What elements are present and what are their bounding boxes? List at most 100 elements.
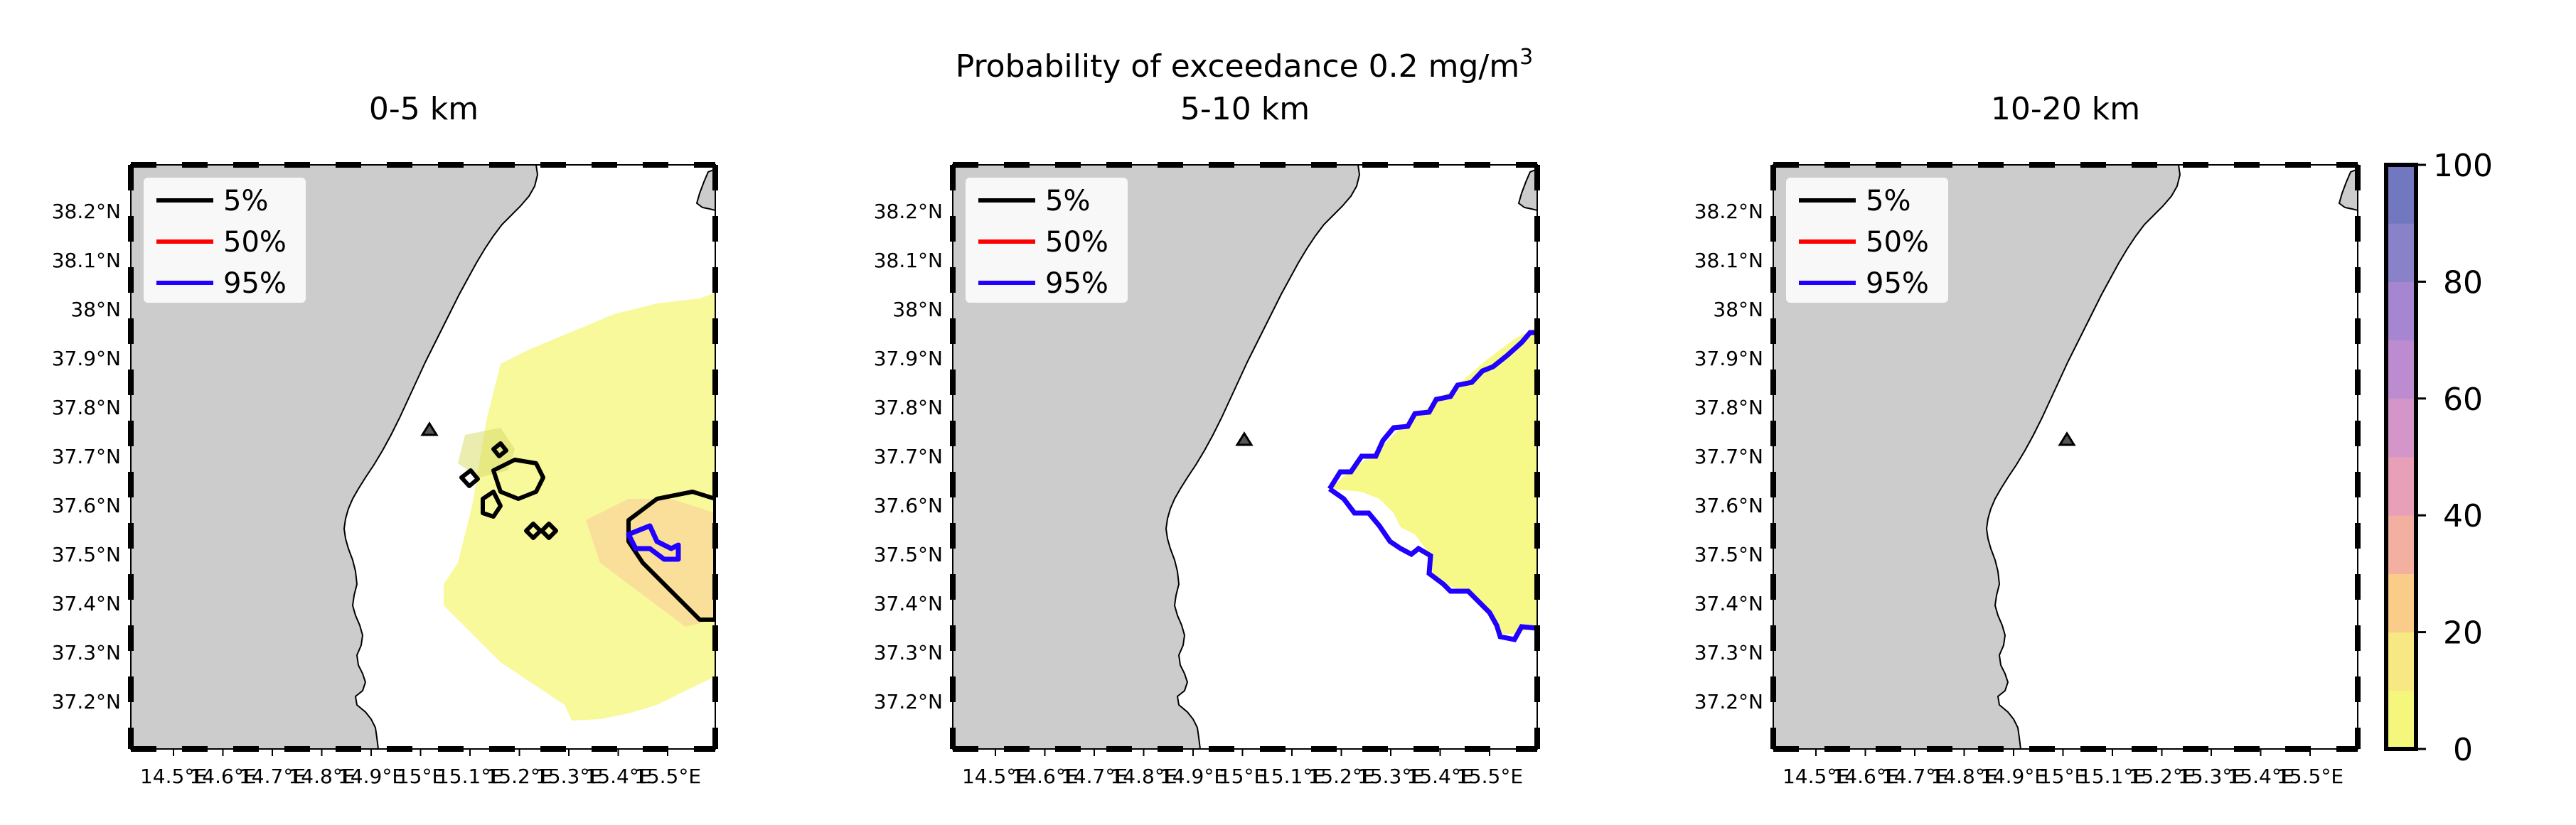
lat-tick-label: 38.2°N xyxy=(874,200,943,223)
colorbar-segment xyxy=(2386,515,2416,574)
lat-tick-label: 38°N xyxy=(892,298,943,321)
lat-tick-label: 37.2°N xyxy=(52,690,121,713)
colorbar-segment xyxy=(2386,632,2416,691)
colorbar-segment xyxy=(2386,398,2416,458)
lat-tick-label: 37.5°N xyxy=(874,543,943,566)
panel-title-2: 5-10 km xyxy=(1180,91,1310,127)
colorbar-segment xyxy=(2386,340,2416,399)
lon-tick-label: 14.8°E xyxy=(1930,765,1997,788)
lat-tick-label: 37.2°N xyxy=(1694,690,1763,713)
volcano-marker xyxy=(2058,431,2076,446)
lon-tick-label: 14.7°E xyxy=(239,765,306,788)
lat-tick-label: 37.3°N xyxy=(1694,641,1763,664)
contour-5pct xyxy=(459,441,715,622)
lat-tick-label: 37.5°N xyxy=(52,543,121,566)
lat-tick-label: 37.7°N xyxy=(52,445,121,468)
map-panel-0-5km: 5% 50% 95% xyxy=(128,162,718,752)
legend-label-95pct: 95% xyxy=(223,267,287,300)
lon-tick-label: 15°E xyxy=(1219,765,1266,788)
legend-label-50pct: 50% xyxy=(1866,226,1929,259)
lat-tick-label: 37.4°N xyxy=(874,592,943,615)
lon-tick-label: 14.9°E xyxy=(1160,765,1226,788)
lat-tick-label: 37.6°N xyxy=(52,494,121,517)
lat-tick-label: 38.2°N xyxy=(52,200,121,223)
lat-tick-label: 37.2°N xyxy=(874,690,943,713)
lon-tick-label: 15.5°E xyxy=(1456,765,1523,788)
panel-title-3: 10-20 km xyxy=(1991,91,2140,127)
colorbar: 100 80 60 40 20 0 xyxy=(2384,148,2493,768)
contour-95pct xyxy=(1327,330,1537,642)
lon-tick-label: 14.5°E xyxy=(140,765,207,788)
colorbar-segment xyxy=(2386,457,2416,516)
lat-tick-label: 37.6°N xyxy=(874,494,943,517)
legend-label-50pct: 50% xyxy=(1045,226,1108,259)
colorbar-segment xyxy=(2386,165,2416,224)
figure-title: Probability of exceedance 0.2 mg/m3 xyxy=(956,45,1533,85)
legend: 5% 50% 95% xyxy=(141,175,309,306)
lat-tick-label: 38°N xyxy=(70,298,121,321)
colorbar-segment xyxy=(2386,573,2416,633)
lat-tick-label: 37.9°N xyxy=(52,347,121,370)
legend-label-5pct: 5% xyxy=(1045,185,1090,217)
lat-tick-label: 37.5°N xyxy=(1694,543,1763,566)
legend-label-5pct: 5% xyxy=(1866,185,1910,217)
lon-tick-label: 14.5°E xyxy=(962,765,1029,788)
lon-tick-label: 15.1°E xyxy=(2079,765,2146,788)
lat-tick-label: 37.7°N xyxy=(874,445,943,468)
lat-tick-label: 38.2°N xyxy=(1694,200,1763,223)
lat-tick-label: 37.9°N xyxy=(1694,347,1763,370)
panel-title-1: 0-5 km xyxy=(369,91,479,127)
colorbar-tick-label: 80 xyxy=(2443,264,2483,301)
lat-tick-label: 38.1°N xyxy=(1694,249,1763,272)
lat-tick-label: 38.1°N xyxy=(874,249,943,272)
lon-tick-label: 15°E xyxy=(2039,765,2087,788)
lon-tick-label: 14.8°E xyxy=(1110,765,1177,788)
lon-tick-label: 15.4°E xyxy=(1406,765,1473,788)
lon-tick-label: 15.2°E xyxy=(2128,765,2195,788)
lon-tick-label: 14.5°E xyxy=(1783,765,1849,788)
lon-tick-label: 15°E xyxy=(397,765,444,788)
lat-tick-label: 37.8°N xyxy=(874,396,943,419)
lon-tick-label: 14.8°E xyxy=(288,765,355,788)
figure-title-superscript: 3 xyxy=(1519,45,1533,70)
lon-tick-label: 14.9°E xyxy=(1980,765,2047,788)
lat-tick-label: 37.6°N xyxy=(1694,494,1763,517)
colorbar-tick-label: 60 xyxy=(2443,382,2483,418)
legend-label-95pct: 95% xyxy=(1866,267,1929,300)
tick-labels: 14.5°E14.6°E14.7°E14.8°E14.9°E15°E15.1°E… xyxy=(52,200,2343,788)
colorbar-tick-label: 20 xyxy=(2443,615,2483,652)
legend: 5% 50% 95% xyxy=(963,175,1131,306)
probability-field xyxy=(1330,327,1537,634)
probability-field xyxy=(444,293,715,721)
lon-tick-label: 14.9°E xyxy=(338,765,405,788)
colorbar-tick-label: 100 xyxy=(2433,148,2493,184)
lat-tick-label: 37.9°N xyxy=(874,347,943,370)
lon-tick-label: 15.4°E xyxy=(584,765,651,788)
colorbar-ticks: 100 80 60 40 20 0 xyxy=(2416,148,2493,768)
colorbar-segment xyxy=(2386,690,2416,750)
lat-tick-label: 37.8°N xyxy=(1694,396,1763,419)
legend-label-95pct: 95% xyxy=(1045,267,1108,300)
colorbar-segment xyxy=(2386,223,2416,282)
colorbar-segments xyxy=(2386,165,2416,750)
lon-tick-label: 15.1°E xyxy=(1258,765,1325,788)
map-panel-10-20km: 5% 50% 95% xyxy=(1770,162,2361,752)
lon-tick-label: 15.5°E xyxy=(2277,765,2343,788)
lon-tick-label: 14.7°E xyxy=(1881,765,1948,788)
contour-95pct xyxy=(626,523,681,562)
legend-label-50pct: 50% xyxy=(223,226,287,259)
lon-tick-label: 15.2°E xyxy=(486,765,552,788)
lat-tick-label: 38.1°N xyxy=(52,249,121,272)
lon-tick-label: 14.6°E xyxy=(189,765,256,788)
lat-tick-label: 38°N xyxy=(1713,298,1763,321)
volcano-marker xyxy=(420,421,439,436)
colorbar-tick-label: 40 xyxy=(2443,498,2483,534)
colorbar-tick-label: 0 xyxy=(2453,732,2473,768)
lat-tick-label: 37.4°N xyxy=(1694,592,1763,615)
lat-tick-label: 37.3°N xyxy=(874,641,943,664)
lat-tick-label: 37.4°N xyxy=(52,592,121,615)
lon-tick-label: 15.2°E xyxy=(1308,765,1374,788)
lon-tick-label: 15.1°E xyxy=(437,765,503,788)
lon-tick-label: 14.7°E xyxy=(1061,765,1128,788)
